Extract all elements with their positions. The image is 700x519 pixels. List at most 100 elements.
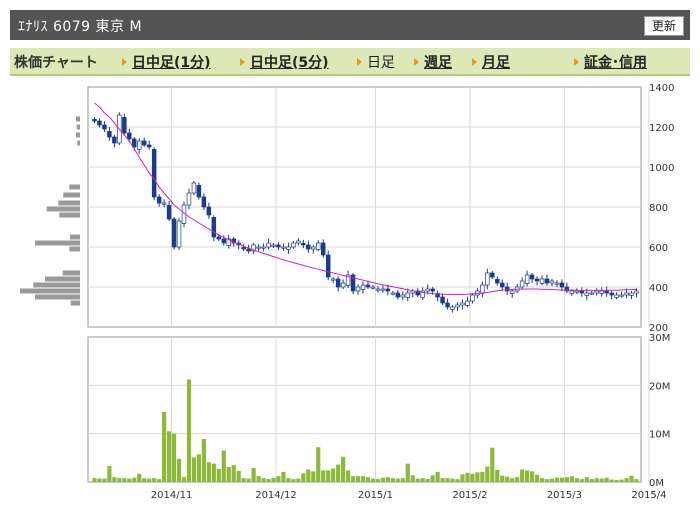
volume-bar — [420, 478, 425, 482]
candle-body — [137, 140, 142, 150]
volume-bar — [216, 468, 221, 482]
volume-bar — [405, 463, 410, 482]
candle-body — [107, 131, 112, 138]
candle-body — [151, 149, 157, 198]
nav-monthly[interactable]: 月足 — [472, 52, 510, 72]
volume-bar — [445, 478, 450, 482]
volume-bar — [515, 477, 520, 482]
candle-body — [306, 244, 311, 250]
volume-bar — [147, 478, 152, 482]
candle-body — [624, 292, 629, 296]
candle-body — [122, 117, 127, 134]
triangle-icon — [240, 58, 245, 66]
nav-margin-credit[interactable]: 証金･信用 — [574, 52, 647, 72]
volume-bar — [226, 467, 231, 482]
candle-body — [166, 205, 172, 220]
candle-body — [559, 282, 565, 288]
volume-bar — [624, 478, 629, 482]
volume-bar — [554, 477, 560, 482]
volume-bar — [321, 470, 326, 482]
date-tick-label: 2014/11 — [151, 490, 193, 501]
volume-bar — [539, 478, 545, 482]
volume-bar — [370, 478, 376, 482]
candle-body — [92, 119, 97, 122]
volume-bar — [415, 478, 420, 482]
volume-bar — [276, 476, 281, 482]
candle-body — [340, 282, 346, 288]
candle-body — [490, 272, 495, 278]
candle-body — [485, 272, 490, 286]
volume-profile-bar — [70, 234, 80, 240]
price-tick-label: 1200 — [649, 123, 674, 134]
candle-body — [599, 290, 604, 294]
grid-lines — [88, 87, 650, 482]
volume-bar — [261, 478, 266, 482]
nav-intraday-1min[interactable]: 日中足(1分) — [122, 52, 211, 72]
volume-profile-bar — [70, 300, 80, 306]
volume-profile-bar — [20, 288, 80, 294]
volume-profile-bar — [58, 200, 80, 206]
candle-body — [629, 292, 634, 296]
volume-bar — [171, 433, 177, 482]
volume-profile-bar — [59, 212, 80, 218]
volume-profile-bar — [35, 240, 80, 246]
candle-body — [435, 293, 440, 298]
volume-bar — [266, 479, 271, 482]
nav-intraday-5min[interactable]: 日中足(5分) — [240, 52, 329, 72]
candle-body — [276, 244, 281, 248]
volume-profile-bar — [69, 184, 80, 190]
candle-body — [156, 196, 162, 204]
volume-bar — [251, 467, 256, 482]
candle-body — [415, 290, 420, 296]
volume-bar — [569, 476, 574, 482]
price-tick-label: 1400 — [649, 83, 674, 94]
candle-body — [335, 278, 341, 288]
candle-body — [370, 286, 376, 289]
volume-bar — [455, 479, 460, 482]
volume-bar — [221, 450, 226, 482]
volume-bar — [534, 474, 540, 482]
candle-body — [316, 242, 321, 250]
candle-body — [534, 278, 540, 282]
candle-body — [311, 246, 316, 250]
volume-bar — [485, 466, 490, 482]
volume-bars — [92, 379, 639, 482]
candle-body — [281, 246, 286, 249]
volume-bar — [122, 478, 127, 482]
volume-profile-bar — [76, 124, 80, 130]
candle-body — [320, 242, 326, 256]
candle-body — [296, 240, 301, 244]
volume-tick-label: 10M — [649, 430, 670, 441]
volume-profile-bar — [45, 276, 80, 282]
volume-tick-label: 20M — [649, 381, 670, 392]
price-tick-label: 600 — [649, 243, 668, 254]
volume-bar — [380, 477, 385, 482]
volume-bar — [549, 478, 555, 482]
volume-bar — [350, 476, 356, 482]
volume-bar — [92, 478, 97, 482]
candle-body — [127, 132, 132, 140]
volume-bar — [196, 454, 202, 482]
volume-bar — [306, 469, 311, 482]
volume-bar — [117, 478, 122, 482]
volume-bar — [559, 477, 565, 482]
date-tick-label: 2015/3 — [547, 490, 582, 501]
candle-body — [350, 274, 356, 292]
volume-bar — [450, 478, 455, 482]
candle-body — [455, 304, 460, 308]
volume-bar — [241, 478, 246, 482]
candle-body — [112, 136, 117, 144]
volume-profile-bar — [33, 282, 80, 288]
volume-bar — [360, 476, 366, 482]
volume-bar — [440, 478, 445, 482]
candle-body — [594, 290, 599, 294]
nav-weekly[interactable]: 週足 — [414, 52, 452, 72]
volume-bar — [97, 478, 102, 482]
volume-bar — [375, 479, 381, 482]
price-tick-label: 200 — [649, 323, 668, 334]
volume-bar — [191, 457, 197, 482]
candle-body — [554, 282, 560, 285]
refresh-button[interactable]: 更新 — [644, 16, 684, 36]
candle-body — [465, 300, 470, 306]
candle-body — [141, 140, 147, 146]
